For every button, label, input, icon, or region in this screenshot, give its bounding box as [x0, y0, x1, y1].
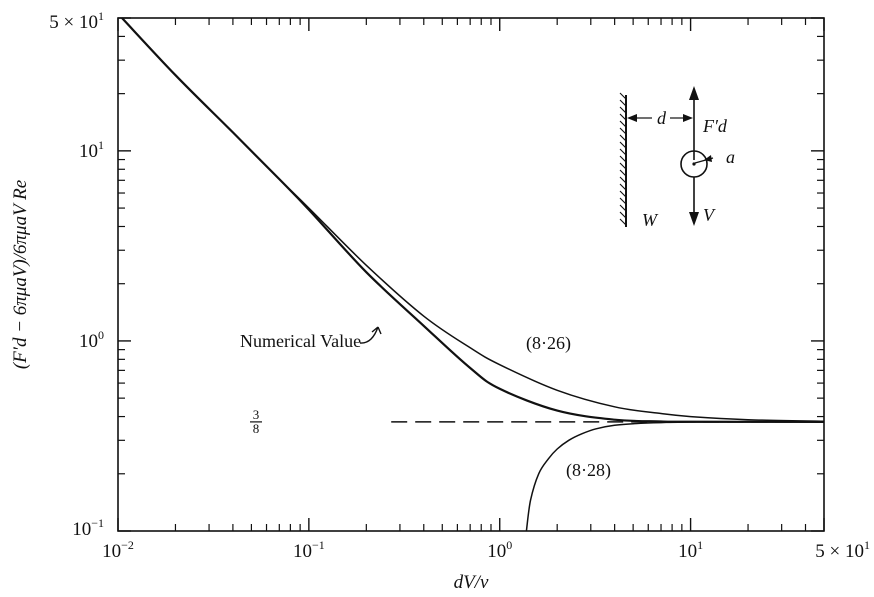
hatch-line [619, 218, 627, 226]
inset-diagram: W F′d a V d [619, 86, 735, 230]
hatch-line [619, 127, 627, 135]
y-tick-label: 10−1 [72, 516, 104, 540]
y-tick-label: 101 [79, 138, 104, 162]
series-layer [121, 17, 825, 532]
force-arrow-icon [689, 86, 699, 100]
x-tick-label: 5 × 101 [815, 538, 870, 562]
radius-arrow-icon [704, 155, 712, 162]
annotation-eq-8-28: (8·28) [566, 460, 611, 481]
hatch-line [619, 204, 627, 212]
x-tick-label: 101 [678, 538, 703, 562]
velocity-label: V [703, 205, 716, 225]
y-tick-label: 100 [79, 328, 104, 352]
velocity-arrow-icon [689, 212, 699, 226]
hatch-line [619, 106, 627, 114]
hatch-line [619, 113, 627, 121]
annotation-eq-8-26: (8·26) [526, 333, 571, 354]
distance-arrow-left-icon [627, 114, 637, 122]
minor-ticks [118, 18, 824, 531]
wall-label: W [642, 210, 659, 230]
hatch-line [619, 134, 627, 142]
wall-hatching [619, 92, 627, 226]
x-tick-label: 100 [487, 538, 512, 562]
hatch-line [619, 197, 627, 205]
hatch-line [619, 141, 627, 149]
distance-arrow-right-icon [683, 114, 693, 122]
force-label: F′d [702, 116, 728, 136]
hatch-line [619, 169, 627, 177]
three-eighths-denominator: 8 [253, 421, 260, 436]
hatch-line [619, 183, 627, 191]
radius-label: a [726, 147, 735, 167]
x-tick-labels: 10−2 10−1 100 101 5 × 101 [102, 538, 870, 562]
series-8-26 [121, 17, 825, 422]
major-ticks [117, 17, 825, 532]
hatch-line [619, 120, 627, 128]
x-tick-label: 10−2 [102, 538, 134, 562]
y-tick-labels: 10−1 100 101 5 × 101 [49, 9, 104, 540]
annotation-arrow [359, 326, 382, 344]
hatch-line [619, 99, 627, 107]
annotation-three-eighths: 3 8 [250, 407, 262, 436]
distance-label: d [657, 108, 667, 128]
sphere-center [692, 162, 696, 166]
x-tick-label: 10−1 [293, 538, 325, 562]
hatch-line [619, 211, 627, 219]
three-eighths-numerator: 3 [253, 407, 260, 422]
annotation-numerical-value: Numerical Value [240, 331, 361, 351]
hatch-line [619, 92, 627, 100]
series-numerical-value [121, 17, 825, 423]
hatch-line [619, 162, 627, 170]
hatch-line [619, 155, 627, 163]
y-tick-label: 5 × 101 [49, 9, 104, 33]
x-axis-label: dV/ν [454, 572, 489, 593]
hatch-line [619, 148, 627, 156]
hatch-line [619, 190, 627, 198]
y-axis-label: (F′d − 6πμaV)/6πμaV Re [10, 180, 31, 369]
hatch-line [619, 176, 627, 184]
plot-frame [117, 17, 825, 532]
